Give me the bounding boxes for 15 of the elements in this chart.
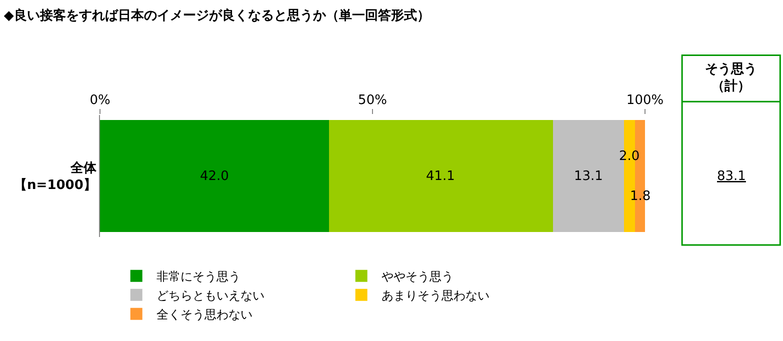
text: 83.1 [717, 169, 746, 184]
data-label: 42.0 [200, 169, 229, 184]
legend-label: どちらともいえない [156, 288, 264, 303]
legend-label: 全くそう思わない [156, 308, 252, 322]
x-tick-label: 100% [626, 92, 664, 108]
chart-title: ◆良い接客をすれば日本のイメージが良くなると思うか（単一回答形式） [4, 7, 430, 24]
data-label: 41.1 [426, 169, 455, 184]
legend-label: ややそう思う [381, 270, 454, 284]
legend-label: 非常にそう思う [156, 270, 240, 284]
y-tick-label: 全体【n=1000】 [14, 161, 98, 193]
x-tick-label: 50% [358, 92, 387, 108]
text: そう思う（計） [705, 62, 757, 94]
x-tick-label: 0% [90, 92, 110, 108]
data-label: 13.1 [574, 169, 603, 184]
legend-label: あまりそう思わない [381, 288, 490, 303]
